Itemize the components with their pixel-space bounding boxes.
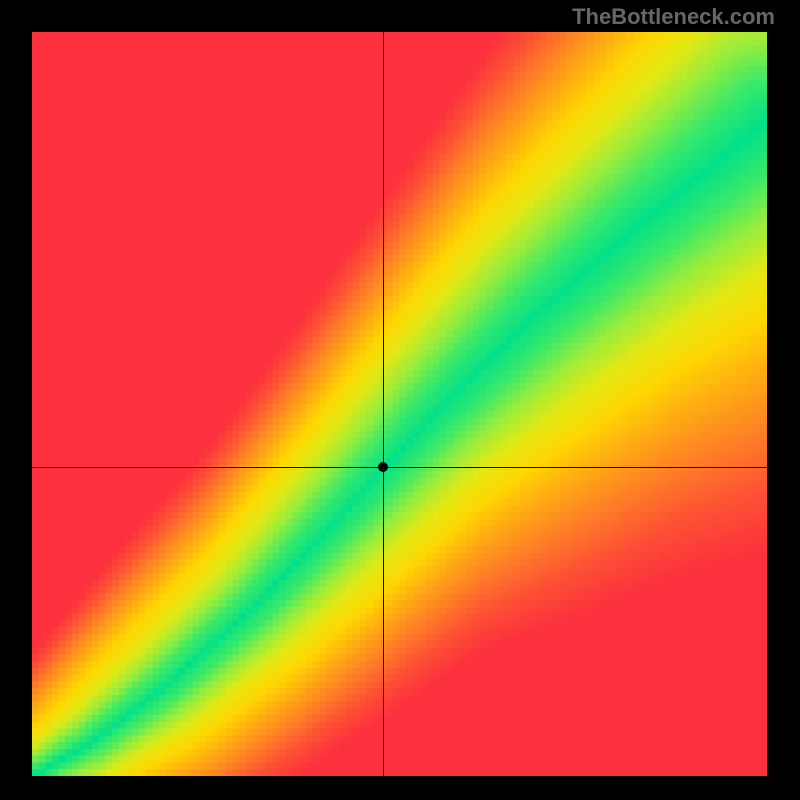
crosshair-vertical [383, 32, 384, 776]
watermark-text: TheBottleneck.com [572, 4, 775, 30]
bottleneck-heatmap [32, 32, 767, 776]
chart-container: TheBottleneck.com [0, 0, 800, 800]
crosshair-horizontal [32, 467, 767, 468]
